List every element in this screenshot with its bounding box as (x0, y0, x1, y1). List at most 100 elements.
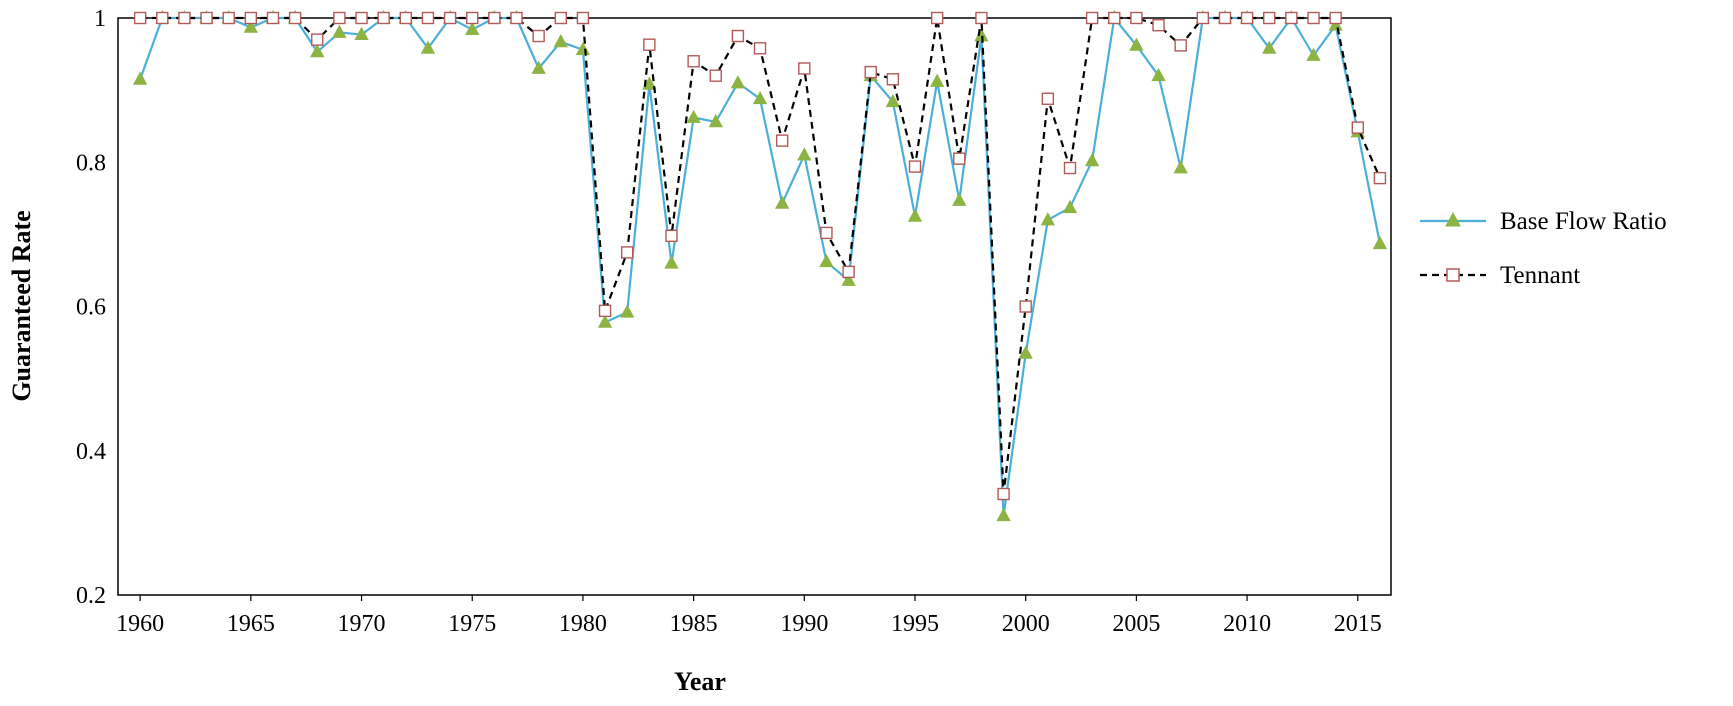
legend-label-tennant: Tennant (1500, 262, 1580, 289)
data-point-tennant (1019, 300, 1032, 313)
data-point-tennant (133, 11, 147, 25)
data-point-base-flow-ratio (531, 60, 546, 74)
data-point-base-flow-ratio (354, 26, 369, 40)
legend-marker-base-flow-ratio (1445, 211, 1461, 227)
data-point-tennant (1174, 39, 1187, 52)
data-point-tennant (355, 11, 368, 25)
legend-marker-tennant (1446, 268, 1460, 282)
data-point-tennant (1152, 19, 1165, 32)
x-tick-label: 1980 (559, 611, 607, 637)
data-point-base-flow-ratio (465, 21, 480, 35)
data-point-tennant (798, 62, 811, 75)
y-tick-label: 0.8 (76, 150, 106, 176)
data-point-tennant (598, 304, 612, 318)
data-point-tennant (156, 11, 169, 25)
plot-frame (117, 17, 1392, 596)
data-point-tennant (266, 11, 280, 25)
data-point-base-flow-ratio (1372, 235, 1388, 250)
data-point-tennant (886, 73, 900, 86)
data-point-tennant (753, 42, 767, 55)
data-point-tennant (665, 229, 678, 243)
data-point-base-flow-ratio (797, 147, 812, 161)
y-tick-label: 0.4 (76, 439, 106, 465)
data-point-base-flow-ratio (929, 73, 945, 87)
data-point-base-flow-ratio (1062, 199, 1078, 214)
data-point-tennant (1063, 161, 1077, 175)
x-tick-label: 1975 (448, 611, 496, 637)
data-point-base-flow-ratio (907, 208, 923, 222)
data-point-base-flow-ratio (996, 507, 1011, 522)
data-point-tennant (1285, 11, 1298, 25)
data-point-tennant (1307, 11, 1320, 25)
x-tick-label: 1995 (891, 611, 939, 637)
data-point-base-flow-ratio (243, 19, 259, 33)
x-axis-title: Year (674, 667, 726, 696)
data-point-base-flow-ratio (1262, 40, 1277, 54)
data-point-tennant (200, 11, 213, 25)
data-point-base-flow-ratio (132, 71, 148, 85)
x-tick-label: 2000 (1002, 611, 1050, 637)
x-axis-ticks: 1960 1965 1970 1975 1980 1985 1990 1995 2000 2005… (116, 595, 1382, 637)
data-point-base-flow-ratio (1328, 17, 1343, 31)
x-tick-label: 1990 (780, 611, 828, 637)
legend: Base Flow Ratio Tennant (1420, 208, 1667, 289)
data-point-tennant (1263, 11, 1276, 25)
x-tick-label: 1985 (670, 611, 718, 637)
data-point-tennant (621, 246, 634, 259)
data-point-base-flow-ratio (730, 75, 746, 89)
x-tick-label: 1965 (227, 611, 275, 637)
legend-item-base-flow-ratio: Base Flow Ratio (1420, 208, 1667, 235)
data-point-tennant (842, 265, 855, 279)
data-point-tennant (1218, 11, 1232, 25)
data-point-tennant (333, 11, 346, 25)
series-tennant (133, 11, 1387, 501)
data-point-base-flow-ratio (1018, 345, 1033, 359)
data-point-tennant (643, 38, 656, 51)
data-point-tennant (775, 134, 789, 147)
y-axis-title: Guaranteed Rate (7, 210, 36, 401)
series-layer (132, 10, 1388, 522)
data-point-base-flow-ratio (553, 33, 568, 48)
data-point-base-flow-ratio (1084, 152, 1100, 167)
data-point-tennant (908, 160, 922, 173)
data-point-base-flow-ratio (620, 304, 635, 318)
data-point-tennant (820, 226, 833, 240)
x-tick-label: 2010 (1223, 611, 1271, 637)
data-point-tennant (1351, 121, 1364, 134)
x-tick-label: 2015 (1334, 611, 1382, 637)
data-point-tennant (864, 65, 877, 79)
data-point-base-flow-ratio (1129, 37, 1144, 51)
data-point-tennant (1108, 11, 1121, 25)
legend-item-tennant: Tennant (1420, 262, 1580, 289)
data-point-tennant (1373, 171, 1387, 185)
data-point-tennant (399, 11, 413, 25)
data-point-tennant (997, 487, 1010, 501)
data-point-tennant (532, 29, 545, 43)
data-point-tennant (222, 11, 235, 25)
data-point-tennant (687, 55, 700, 68)
data-point-tennant (443, 11, 457, 25)
data-point-base-flow-ratio (597, 314, 613, 328)
data-point-base-flow-ratio (775, 195, 790, 209)
y-tick-label: 0.6 (76, 295, 106, 321)
data-point-base-flow-ratio (952, 192, 967, 206)
data-point-tennant (1196, 11, 1210, 25)
data-point-base-flow-ratio (708, 114, 723, 128)
data-point-base-flow-ratio (1151, 67, 1166, 82)
data-point-tennant (311, 33, 324, 46)
legend-label-base-flow-ratio: Base Flow Ratio (1500, 208, 1667, 235)
data-point-tennant (1130, 11, 1143, 25)
data-point-tennant (488, 11, 501, 25)
data-point-base-flow-ratio (310, 44, 325, 58)
data-point-tennant (1085, 11, 1099, 25)
x-tick-label: 1970 (338, 611, 386, 637)
data-point-tennant (554, 11, 567, 25)
x-tick-label: 1960 (116, 611, 164, 637)
data-point-tennant (930, 11, 944, 25)
data-point-base-flow-ratio (686, 109, 701, 123)
data-point-tennant (1329, 11, 1342, 25)
data-point-base-flow-ratio (841, 272, 856, 286)
data-point-tennant (731, 29, 745, 43)
data-point-tennant (244, 11, 258, 25)
